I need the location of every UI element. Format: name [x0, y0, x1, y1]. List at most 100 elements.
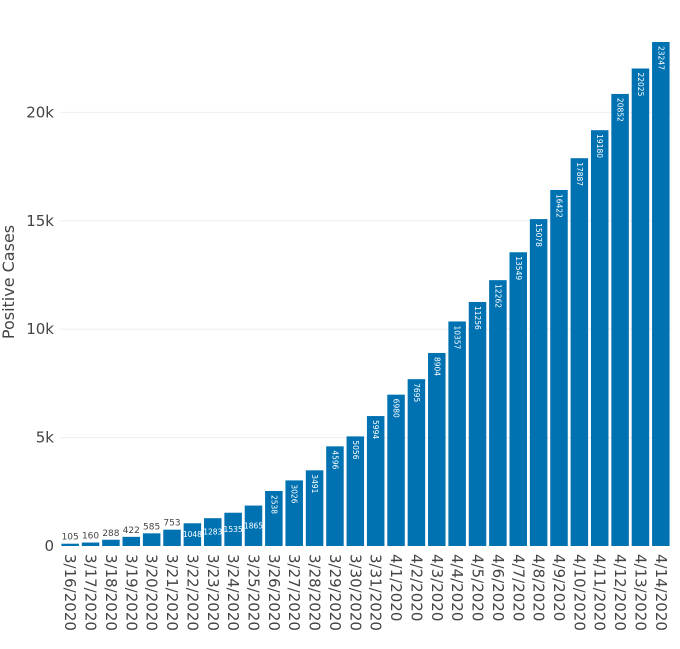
- y-tick-label: 20k: [26, 103, 54, 121]
- bar-data-label: 19180: [595, 134, 604, 158]
- x-tick-label: 4/13/2020: [631, 554, 649, 631]
- bar[interactable]: [428, 352, 446, 546]
- x-tick-label: 3/23/2020: [204, 554, 222, 631]
- bar-data-label: 1048: [183, 530, 202, 539]
- bar-data-label: 5994: [371, 420, 380, 439]
- x-tick-label: 3/20/2020: [143, 554, 161, 631]
- bar[interactable]: [285, 480, 303, 546]
- bar-data-label: 11256: [473, 306, 482, 330]
- y-tick-label: 5k: [36, 429, 55, 447]
- x-tick-label: 3/29/2020: [326, 554, 344, 631]
- y-tick-label: 0: [44, 537, 54, 555]
- bar-data-label: 22025: [636, 72, 645, 96]
- bar-data-label: 16422: [554, 194, 563, 218]
- bar-data-label: 3026: [290, 484, 299, 503]
- bar[interactable]: [183, 523, 202, 546]
- x-tick-label: 3/25/2020: [244, 554, 262, 631]
- bar[interactable]: [407, 379, 426, 546]
- bar[interactable]: [611, 93, 629, 546]
- x-tick-label: 4/6/2020: [489, 554, 507, 621]
- bar[interactable]: [163, 529, 181, 546]
- bar-data-label: 105: [62, 533, 79, 543]
- bar[interactable]: [468, 301, 487, 546]
- bar-data-label: 23247: [656, 46, 665, 70]
- x-tick-label: 3/26/2020: [265, 554, 283, 631]
- bar[interactable]: [305, 470, 324, 546]
- y-tick-label: 15k: [26, 212, 54, 230]
- bar-data-label: 4596: [330, 450, 339, 469]
- x-axis-ticks: 3/16/2020 3/17/2020 3/18/2020 3/19/2020 3/20…: [61, 554, 670, 631]
- x-tick-label: 3/27/2020: [285, 554, 303, 631]
- x-tick-label: 3/22/2020: [183, 554, 201, 631]
- y-axis-label: Positive Cases: [0, 225, 18, 339]
- bar-data-label: 288: [102, 529, 119, 539]
- bar[interactable]: [81, 542, 100, 546]
- x-tick-label: 4/7/2020: [509, 554, 527, 621]
- bar[interactable]: [346, 436, 365, 546]
- x-tick-label: 4/14/2020: [652, 554, 670, 631]
- bar-data-label: 6980: [392, 399, 401, 418]
- bar[interactable]: [387, 394, 405, 546]
- bar-data-label: 15078: [534, 223, 543, 247]
- bar-data-label: 160: [82, 532, 99, 542]
- y-axis-ticks: 0 5k 10k 15k 20k: [26, 103, 54, 555]
- x-tick-label: 4/1/2020: [387, 554, 405, 621]
- bar-data-label: 1535: [224, 525, 243, 534]
- bar-data-label: 12262: [493, 284, 502, 308]
- bar-data-label: 585: [143, 522, 160, 532]
- bar[interactable]: [631, 68, 650, 546]
- bar[interactable]: [509, 252, 528, 546]
- x-tick-label: 4/5/2020: [469, 554, 487, 621]
- x-tick-label: 3/17/2020: [82, 554, 100, 631]
- bar[interactable]: [102, 539, 120, 546]
- bar[interactable]: [326, 446, 344, 546]
- bar-data-label: 20852: [616, 98, 625, 122]
- bar-data-label: 5056: [351, 440, 360, 459]
- bars: [61, 42, 670, 547]
- x-tick-label: 3/31/2020: [367, 554, 385, 631]
- x-tick-label: 4/11/2020: [591, 554, 609, 631]
- bar[interactable]: [224, 512, 242, 546]
- bar-data-label: 1865: [244, 521, 263, 530]
- bar-data-label: 753: [163, 519, 180, 529]
- x-tick-label: 4/9/2020: [550, 554, 568, 621]
- bar-data-label: 13549: [514, 256, 523, 280]
- bar[interactable]: [652, 42, 670, 546]
- bar-data-label: 422: [123, 526, 140, 536]
- bar-data-label: 1283: [203, 528, 222, 537]
- bar[interactable]: [203, 518, 222, 546]
- bar[interactable]: [489, 280, 507, 546]
- bar[interactable]: [448, 321, 466, 546]
- bar[interactable]: [265, 490, 283, 546]
- bar[interactable]: [244, 505, 263, 546]
- grid-lines: [60, 111, 671, 439]
- bar-data-label: 10357: [453, 325, 462, 349]
- bar-data-label: 7695: [412, 383, 421, 402]
- bar[interactable]: [61, 543, 79, 546]
- bar-data-label: 2538: [269, 495, 278, 514]
- y-tick-label: 10k: [26, 320, 54, 338]
- x-tick-label: 3/19/2020: [122, 554, 140, 631]
- bar[interactable]: [142, 533, 161, 546]
- x-tick-label: 3/16/2020: [61, 554, 79, 631]
- x-tick-label: 4/2/2020: [407, 554, 425, 621]
- bar-data-label: 17887: [575, 162, 584, 186]
- bar[interactable]: [122, 536, 141, 546]
- bar-data-label: 8904: [432, 357, 441, 376]
- bar[interactable]: [366, 416, 385, 546]
- x-tick-label: 4/4/2020: [448, 554, 466, 621]
- x-tick-label: 3/18/2020: [102, 554, 120, 631]
- bar[interactable]: [529, 219, 548, 546]
- x-tick-label: 3/21/2020: [163, 554, 181, 631]
- bar[interactable]: [550, 189, 568, 547]
- x-tick-label: 4/8/2020: [530, 554, 548, 621]
- x-tick-label: 4/3/2020: [428, 554, 446, 621]
- x-tick-label: 3/24/2020: [224, 554, 242, 631]
- x-tick-label: 4/10/2020: [570, 554, 588, 631]
- x-tick-label: 3/28/2020: [306, 554, 324, 631]
- bar[interactable]: [590, 130, 609, 546]
- bar[interactable]: [570, 158, 589, 546]
